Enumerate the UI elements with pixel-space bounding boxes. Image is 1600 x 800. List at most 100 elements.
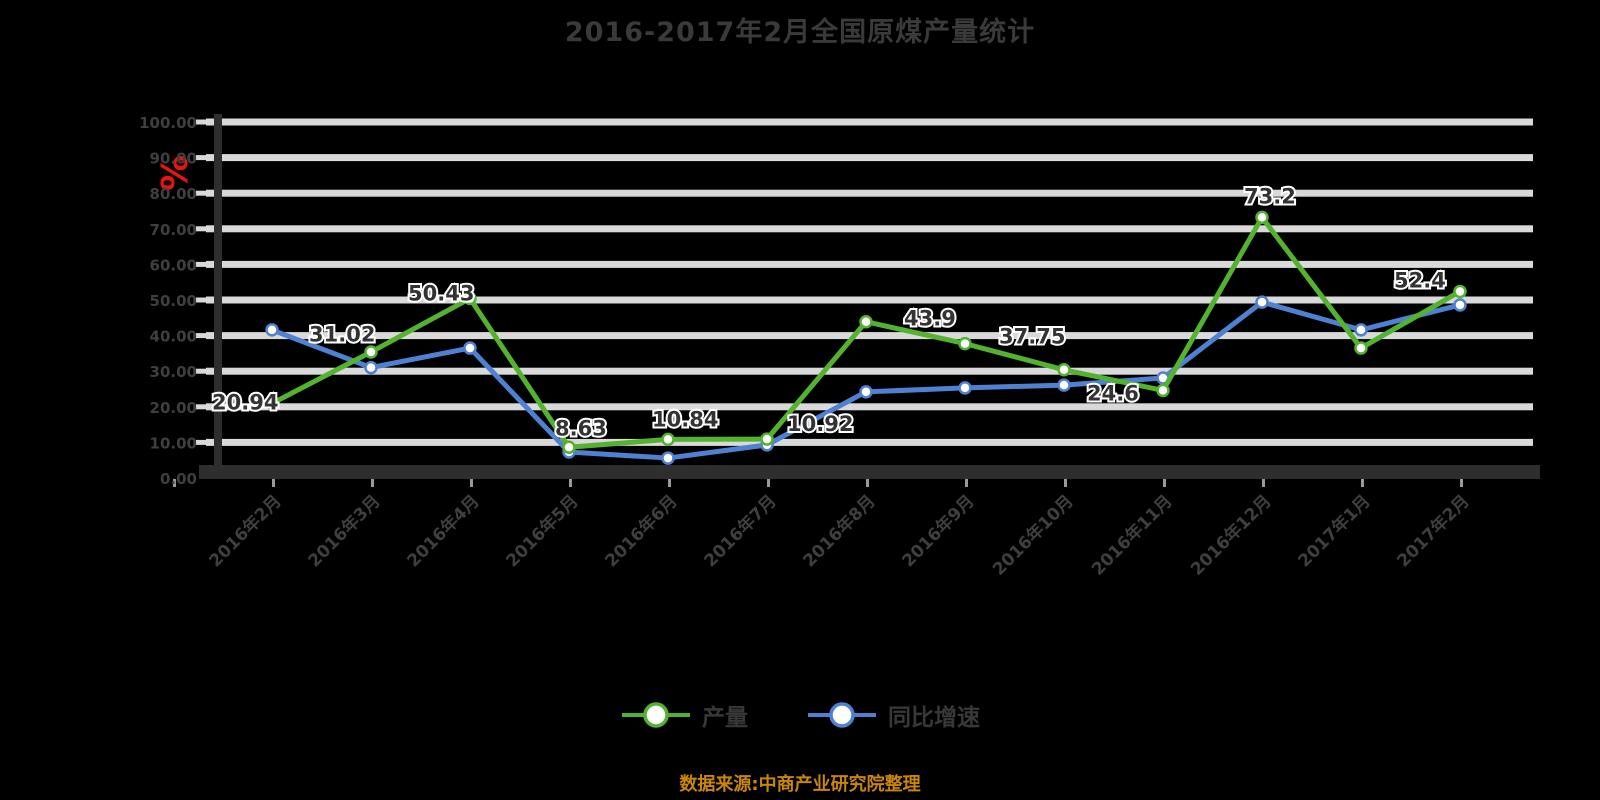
- gridline: [206, 260, 1533, 268]
- legend-marker-icon: [808, 702, 876, 728]
- y-axis-line: [214, 114, 222, 479]
- data-label-产量: 8.63: [555, 416, 607, 440]
- x-tick-label: 2017年2月: [1393, 491, 1474, 572]
- legend: 产量 同比增速: [0, 698, 1600, 732]
- data-point-产量: [562, 440, 576, 455]
- x-tick-mark: [470, 479, 473, 487]
- x-tick-label: 2017年1月: [1294, 491, 1375, 572]
- gridline: [206, 367, 1533, 375]
- gridline: [206, 332, 1533, 340]
- y-tick-label: 70.00: [150, 221, 197, 239]
- x-tick-label: 2016年9月: [898, 491, 979, 572]
- y-tick-mark: [196, 297, 210, 303]
- legend-label: 同比增速: [888, 705, 980, 731]
- gridline: [206, 403, 1533, 411]
- y-tick-mark: [196, 439, 210, 445]
- x-tick-label: 2016年4月: [403, 491, 484, 572]
- data-point-产量: [661, 432, 675, 447]
- x-tick-label: 2016年6月: [601, 491, 682, 572]
- x-tick-mark: [272, 479, 275, 487]
- data-label-产量: 50.43: [408, 281, 474, 305]
- x-tick-label: 2016年12月: [1186, 491, 1275, 580]
- data-label-产量: 10.92: [787, 412, 853, 436]
- data-point-产量: [364, 345, 378, 359]
- y-tick-label: 80.00: [150, 185, 197, 203]
- data-point-产量: [265, 396, 279, 411]
- x-tick-mark: [569, 479, 572, 487]
- data-label-产量: 43.9: [904, 307, 956, 331]
- x-tick-mark: [1163, 479, 1166, 487]
- data-point-同比增速: [463, 341, 477, 355]
- data-label-产量: 37.75: [999, 325, 1065, 349]
- y-tick-mark: [196, 190, 210, 196]
- data-label-产量: 52.4: [1394, 268, 1446, 292]
- y-tick-mark: [196, 368, 210, 374]
- data-point-同比增速: [661, 451, 675, 465]
- y-tick-label: 90.00: [150, 150, 197, 168]
- source-caption: 数据来源:中商产业研究院整理: [679, 774, 921, 795]
- data-label-同比增速: 31.02: [309, 323, 375, 347]
- x-tick-label: 2016年10月: [988, 491, 1077, 580]
- legend-label: 产量: [702, 705, 748, 731]
- x-tick-mark: [668, 479, 671, 487]
- legend-item-产量: 产量: [620, 698, 748, 732]
- data-label-产量: 24.6: [1087, 381, 1139, 405]
- x-tick-mark: [371, 479, 374, 487]
- data-point-同比增速: [1255, 295, 1269, 309]
- y-tick-label: 10.00: [150, 434, 197, 452]
- y-tick-label: 0.00: [160, 470, 197, 488]
- data-point-同比增速: [364, 360, 378, 375]
- y-tick-mark: [196, 155, 210, 161]
- x-tick-mark: [965, 479, 968, 487]
- x-tick-mark: [866, 479, 869, 487]
- y-tick-label: 50.00: [150, 292, 197, 310]
- x-axis-line: [199, 465, 1540, 479]
- data-point-同比增速: [1354, 323, 1368, 337]
- x-tick-mark: [173, 479, 176, 487]
- data-point-同比增速: [265, 323, 279, 337]
- x-tick-label: 2016年2月: [205, 491, 286, 572]
- data-label-产量: 73.2: [1244, 184, 1296, 208]
- data-point-产量: [859, 314, 873, 329]
- chart-title: 2016-2017年2月全国原煤产量统计: [564, 17, 1036, 48]
- data-label-产量: 20.94: [212, 390, 278, 414]
- data-point-产量: [1255, 210, 1269, 225]
- y-tick-mark: [196, 404, 210, 410]
- y-tick-label: 30.00: [150, 363, 197, 381]
- data-point-同比增速: [1453, 298, 1467, 312]
- y-tick-mark: [196, 261, 210, 267]
- legend-marker-icon: [622, 702, 690, 728]
- x-tick-mark: [1460, 479, 1463, 487]
- gridline: [206, 154, 1533, 162]
- data-point-产量: [1453, 284, 1467, 299]
- y-tick-label: 20.00: [150, 399, 197, 417]
- data-point-产量: [463, 291, 477, 306]
- y-tick-label: 40.00: [150, 328, 197, 346]
- data-point-产量: [1057, 363, 1071, 377]
- y-tick-mark: [196, 119, 210, 125]
- gridline: [206, 118, 1533, 126]
- x-tick-mark: [1361, 479, 1364, 487]
- y-tick-mark: [196, 226, 210, 232]
- data-point-产量: [1354, 341, 1368, 355]
- x-tick-label: 2016年8月: [799, 491, 880, 572]
- data-point-产量: [760, 432, 774, 446]
- x-tick-label: 2016年3月: [304, 491, 385, 572]
- data-point-同比增速: [859, 385, 873, 399]
- data-point-同比增速: [958, 381, 972, 395]
- legend-item-同比增速: 同比增速: [806, 698, 980, 732]
- x-tick-mark: [1262, 479, 1265, 487]
- x-tick-mark: [1064, 479, 1067, 487]
- data-point-产量: [958, 336, 972, 351]
- data-point-同比增速: [1057, 378, 1071, 392]
- x-tick-mark: [767, 479, 770, 487]
- x-tick-label: 2016年5月: [502, 491, 583, 572]
- data-label-产量: 10.84: [652, 407, 718, 431]
- data-point-产量: [1156, 383, 1170, 398]
- x-tick-label: 2016年11月: [1087, 491, 1176, 580]
- gridline: [206, 225, 1533, 233]
- x-tick-label: 2016年7月: [700, 491, 781, 572]
- gridline: [206, 296, 1533, 304]
